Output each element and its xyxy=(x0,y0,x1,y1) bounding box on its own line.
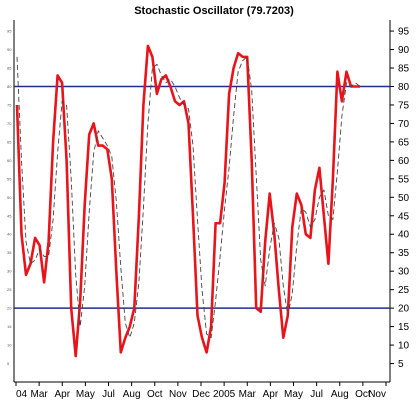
x-tick-label-5: Aug xyxy=(123,389,141,400)
y-left-tick-label-25: 25 xyxy=(7,287,12,292)
y-left-tick-label-5: 5 xyxy=(7,361,10,366)
x-tick-label-0: 04 xyxy=(16,389,28,400)
y-left-tick-label-15: 15 xyxy=(7,324,12,329)
y-left-tick-label-60: 60 xyxy=(7,158,12,163)
x-tick-label-8: Dec xyxy=(192,389,210,400)
y-tick-label-35: 35 xyxy=(398,248,410,259)
y-tick-label-75: 75 xyxy=(398,100,410,111)
reference-lines xyxy=(14,85,390,309)
chart-title: Stochastic Oscillator (79.7203) xyxy=(134,5,294,17)
x-tick-label-7: Nov xyxy=(169,389,187,400)
y-tick-label-60: 60 xyxy=(398,156,410,167)
y-tick-label-5: 5 xyxy=(398,359,404,370)
y-left-tick-label-85: 85 xyxy=(7,66,12,71)
y-axis: 5 10 15 20 25 30 35 40 45 50 55 60 65 70 75 80 85 90 95 xyxy=(390,27,410,370)
x-tick-label-12: May xyxy=(284,389,303,400)
x-tick-label-4: Jul xyxy=(102,389,115,400)
x-tick-label-1: Mar xyxy=(31,389,49,400)
x-tick-label-9: 2005 xyxy=(213,389,236,400)
y-tick-label-65: 65 xyxy=(398,137,410,148)
y-tick-label-95: 95 xyxy=(398,27,410,38)
y-tick-label-90: 90 xyxy=(398,45,410,56)
y-tick-label-70: 70 xyxy=(398,119,410,130)
y-tick-label-25: 25 xyxy=(398,285,410,296)
y-tick-label-30: 30 xyxy=(398,267,410,278)
y-left-tick-label-50: 50 xyxy=(7,195,12,200)
y-tick-label-15: 15 xyxy=(398,322,410,333)
y-tick-label-45: 45 xyxy=(398,211,410,222)
y-left-tick-label-70: 70 xyxy=(7,121,12,126)
y-left-tick-label-20: 20 xyxy=(7,306,12,311)
y-left-tick-label-10: 10 xyxy=(7,343,12,348)
x-tick-label-10: Mar xyxy=(239,389,257,400)
x-tick-label-6: Oct xyxy=(147,389,163,400)
y-left-tick-label-30: 30 xyxy=(7,269,12,274)
y-axis-left: 5 10 15 20 25 30 35 40 45 50 55 60 65 70 75 80 85 90 95 xyxy=(7,29,12,366)
y-left-tick-label-35: 35 xyxy=(7,250,12,255)
x-axis: 04 Mar Apr May Jul Aug Oct Nov Dec 2005 Mar Apr May J… xyxy=(15,382,387,400)
y-left-tick-label-95: 95 xyxy=(7,29,12,34)
x-tick-label-3: May xyxy=(76,389,95,400)
x-tick-label-13: Jul xyxy=(310,389,323,400)
y-tick-label-10: 10 xyxy=(398,341,410,352)
y-left-tick-label-40: 40 xyxy=(7,232,12,237)
y-tick-label-85: 85 xyxy=(398,64,410,75)
x-tick-label-16: Nov xyxy=(368,389,386,400)
y-left-tick-label-65: 65 xyxy=(7,139,12,144)
stochastic-line xyxy=(15,44,360,358)
y-left-tick-label-80: 80 xyxy=(7,84,12,89)
y-left-tick-label-45: 45 xyxy=(7,213,12,218)
y-tick-label-55: 55 xyxy=(398,174,410,185)
x-tick-label-2: Apr xyxy=(54,389,70,400)
signal-line xyxy=(16,56,361,339)
y-left-tick-label-55: 55 xyxy=(7,176,12,181)
x-tick-label-14: Aug xyxy=(331,389,349,400)
y-tick-label-20: 20 xyxy=(398,304,410,315)
x-tick-label-15: Oct xyxy=(355,389,371,400)
y-tick-label-50: 50 xyxy=(398,193,410,204)
y-left-tick-label-75: 75 xyxy=(7,102,12,107)
y-left-tick-label-90: 90 xyxy=(7,47,12,52)
y-tick-label-80: 80 xyxy=(398,82,410,93)
series-layer xyxy=(15,44,361,358)
y-tick-label-40: 40 xyxy=(398,230,410,241)
x-tick-label-11: Apr xyxy=(263,389,279,400)
